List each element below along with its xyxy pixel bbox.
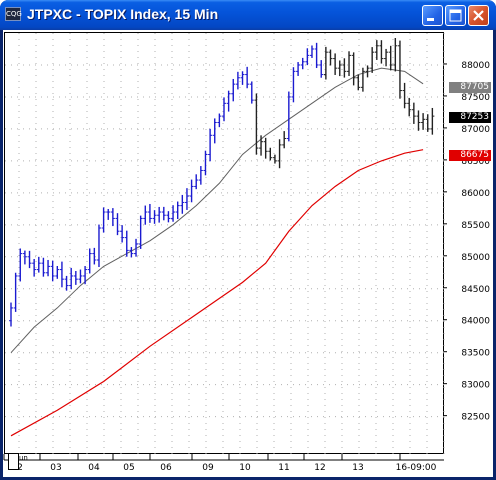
window-title: JTPXC - TOPIX Index, 15 Min [27,6,219,22]
title-bar[interactable]: CQG JTPXC - TOPIX Index, 15 Min [0,0,496,30]
scroll-handle[interactable] [8,453,19,470]
ma-short-price-tag: 87705 [449,82,491,93]
plot-area[interactable] [4,32,445,455]
close-icon [473,10,484,21]
last-price-tag: 87253 [449,112,491,123]
maximize-icon [449,9,462,22]
minimize-icon [427,18,434,21]
ma-long-price-tag: 86675 [449,150,491,161]
ma-short-line [10,67,424,354]
app-icon[interactable]: CQG [5,7,22,21]
maximize-button[interactable] [445,5,466,26]
ma-long-line [10,149,424,437]
price-chart [5,33,445,455]
minimize-button[interactable] [422,5,443,26]
close-button[interactable] [468,5,489,26]
